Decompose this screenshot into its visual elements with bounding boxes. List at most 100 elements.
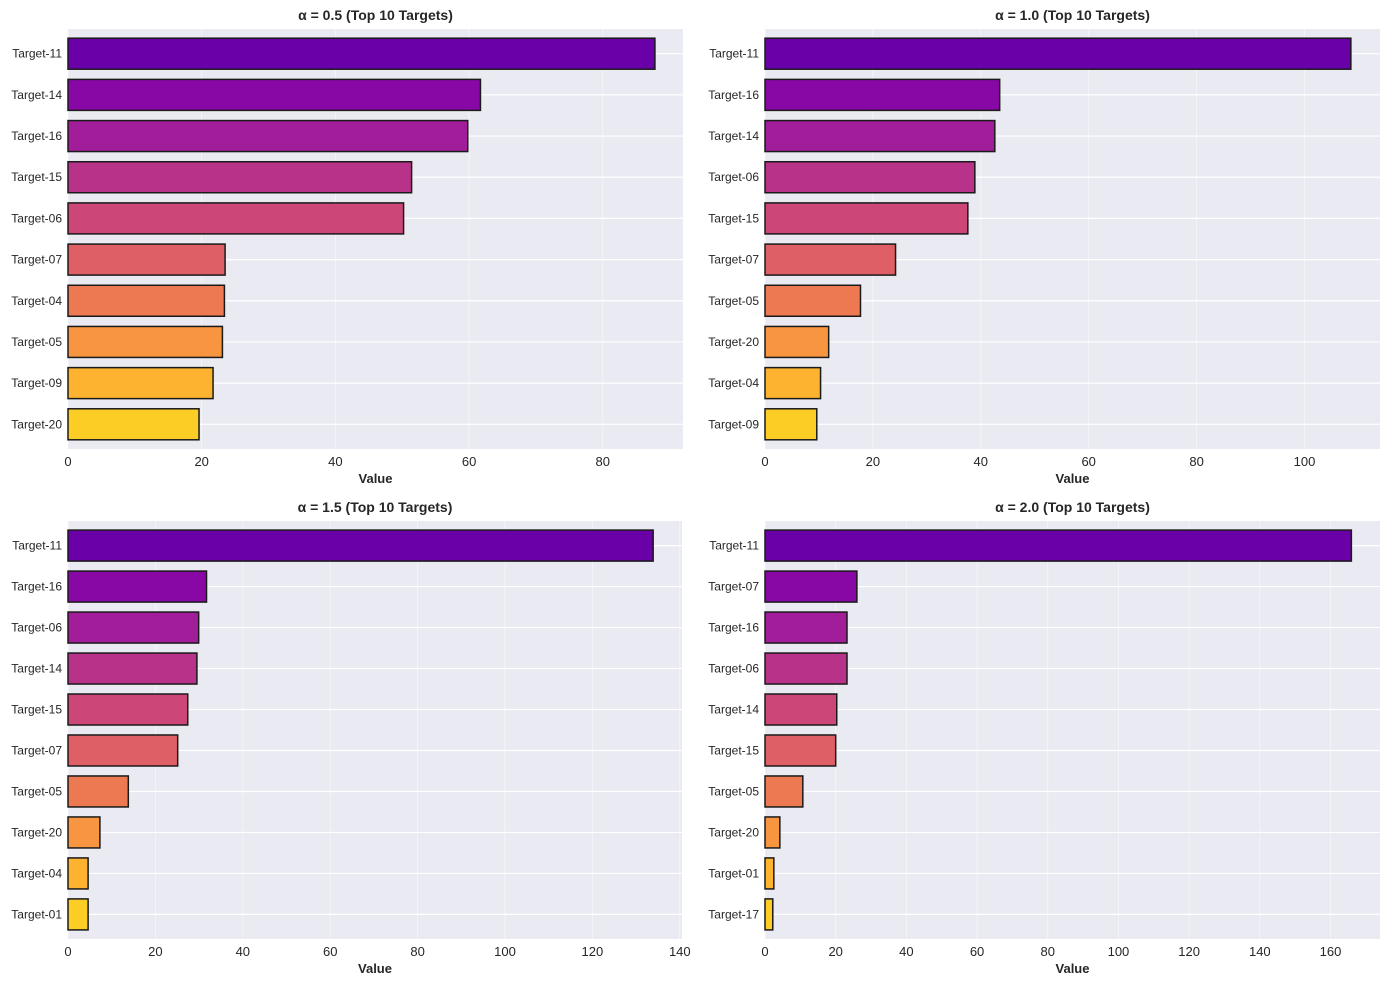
bar-target-15 [67, 693, 189, 726]
x-axis-label: Value [358, 961, 392, 976]
y-tick-label: Target-09 [11, 376, 62, 390]
x-tick-label: 20 [866, 454, 880, 469]
bar-target-15 [764, 734, 837, 767]
bar-target-16 [67, 119, 469, 153]
x-tick-label: 40 [328, 454, 342, 469]
y-tick-label: Target-06 [11, 621, 62, 635]
y-tick-label: Target-05 [708, 294, 759, 308]
x-tick-label: 80 [596, 454, 610, 469]
y-tick-label: Target-16 [708, 621, 759, 635]
y-tick-label: Target-06 [708, 662, 759, 676]
subplot-title: α = 1.0 (Top 10 Targets) [995, 7, 1150, 23]
bar-target-11 [67, 529, 654, 562]
y-tick-label: Target-05 [708, 784, 759, 798]
y-tick-label: Target-07 [11, 253, 62, 267]
y-tick-label: Target-06 [11, 211, 62, 225]
bar-target-04 [67, 857, 89, 890]
bar-target-11 [764, 529, 1353, 562]
x-tick-label: 80 [1041, 944, 1055, 959]
x-tick-label: 100 [1108, 944, 1130, 959]
y-tick-label: Target-14 [708, 129, 759, 143]
bar-target-11 [764, 37, 1352, 70]
bar-target-15 [67, 160, 413, 194]
x-tick-label: 160 [1320, 944, 1342, 959]
x-tick-label: 0 [761, 454, 768, 469]
y-tick-label: Target-15 [11, 703, 62, 717]
bar-target-20 [764, 816, 781, 849]
bar-target-20 [764, 325, 830, 359]
y-tick-label: Target-01 [11, 907, 62, 921]
bar-target-20 [67, 816, 101, 849]
y-tick-label: Target-07 [708, 580, 759, 594]
x-tick-label: 140 [669, 944, 691, 959]
y-tick-label: Target-14 [11, 662, 62, 676]
y-tick-label: Target-04 [11, 294, 62, 308]
bar-target-14 [764, 693, 838, 726]
x-tick-label: 60 [970, 944, 984, 959]
y-tick-label: Target-05 [11, 784, 62, 798]
bar-target-06 [764, 160, 976, 194]
bar-target-07 [67, 734, 179, 767]
bar-target-05 [764, 775, 804, 808]
y-tick-label: Target-04 [708, 376, 759, 390]
bar-target-14 [67, 652, 198, 685]
x-tick-label: 40 [899, 944, 913, 959]
x-tick-label: 0 [761, 944, 768, 959]
x-axis-label: Value [1056, 961, 1090, 976]
bar-target-07 [764, 570, 858, 603]
bar-target-20 [67, 408, 200, 441]
bar-target-09 [764, 408, 818, 441]
y-tick-label: Target-11 [709, 539, 759, 553]
x-tick-label: 20 [194, 454, 208, 469]
bar-target-14 [764, 119, 996, 153]
x-tick-label: 80 [410, 944, 424, 959]
plot-area [765, 521, 1380, 939]
y-tick-label: Target-15 [11, 170, 62, 184]
bar-target-14 [67, 78, 482, 112]
y-tick-label: Target-20 [708, 335, 759, 349]
y-tick-label: Target-11 [709, 47, 759, 61]
bar-target-15 [764, 202, 969, 235]
y-tick-label: Target-06 [708, 170, 759, 184]
y-tick-label: Target-05 [11, 335, 62, 349]
x-tick-label: 40 [236, 944, 250, 959]
x-axis-label: Value [359, 471, 393, 486]
bar-target-05 [67, 775, 130, 808]
subplot-title: α = 0.5 (Top 10 Targets) [298, 7, 453, 23]
x-tick-label: 60 [462, 454, 476, 469]
subplot-3: Target-11 Target-16 Target-06 Target-14 Targ… [11, 499, 690, 976]
y-tick-label: Target-14 [11, 88, 62, 102]
y-tick-label: Target-20 [708, 825, 759, 839]
bar-target-04 [67, 284, 226, 318]
x-tick-label: 80 [1189, 454, 1203, 469]
x-tick-label: 20 [148, 944, 162, 959]
y-tick-label: Target-04 [11, 866, 62, 880]
x-tick-label: 140 [1249, 944, 1271, 959]
y-tick-label: Target-16 [708, 88, 759, 102]
x-tick-label: 120 [582, 944, 604, 959]
subplot-1: Target-11 Target-14 Target-16 Target-15 Targ… [11, 7, 683, 486]
x-tick-label: 100 [1294, 454, 1316, 469]
subplot-2: Target-11 Target-16 Target-14 Target-06 Targ… [708, 7, 1380, 486]
bar-target-06 [67, 611, 200, 644]
y-tick-label: Target-17 [708, 907, 759, 921]
y-tick-label: Target-15 [708, 211, 759, 225]
bar-target-06 [67, 202, 405, 235]
y-tick-label: Target-16 [11, 580, 62, 594]
x-tick-label: 100 [494, 944, 516, 959]
x-axis-label: Value [1056, 471, 1090, 486]
x-tick-label: 0 [64, 454, 71, 469]
bar-target-16 [67, 570, 208, 603]
subplot-title: α = 2.0 (Top 10 Targets) [995, 499, 1150, 515]
y-tick-label: Target-20 [11, 825, 62, 839]
bar-target-05 [67, 325, 224, 359]
bar-target-01 [67, 898, 89, 931]
bar-target-16 [764, 78, 1001, 112]
y-tick-label: Target-15 [708, 743, 759, 757]
bar-target-07 [764, 243, 897, 276]
bar-target-09 [67, 366, 214, 400]
subplot-title: α = 1.5 (Top 10 Targets) [298, 499, 453, 515]
y-tick-label: Target-01 [708, 866, 759, 880]
